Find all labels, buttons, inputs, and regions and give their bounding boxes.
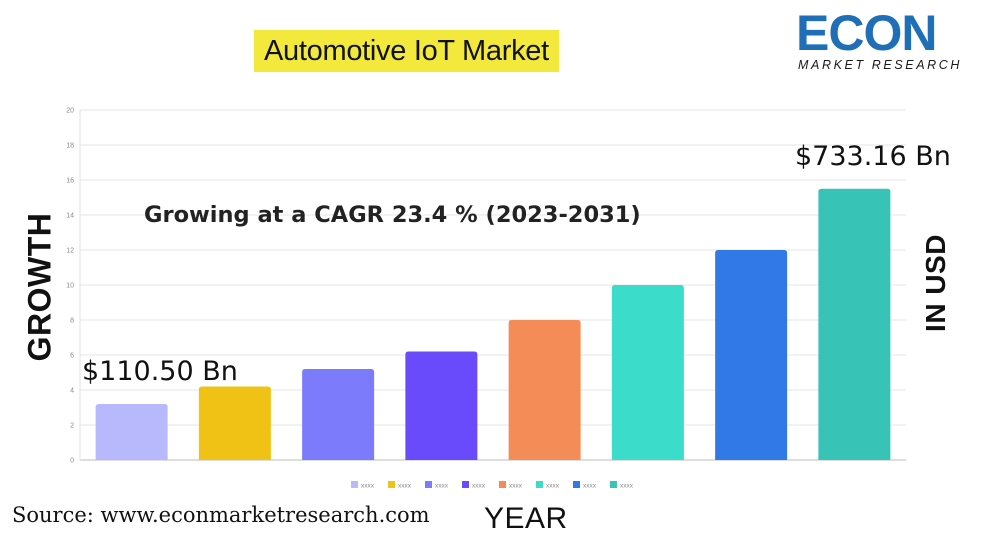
y-tick-label: 12 [66,248,74,255]
bar [508,320,581,460]
start-value-annotation: $110.50 Bn [82,356,238,387]
y-tick-label: 8 [70,318,74,325]
legend-label: xxxx [472,483,486,490]
y-tick-label: 0 [70,458,74,465]
chart-title: Automotive IoT Market [264,34,549,67]
legend-swatch [499,481,506,488]
legend-swatch [573,481,580,488]
y-tick-label: 2 [70,423,74,430]
bar [715,250,788,460]
title-highlight: Automotive IoT Market [254,30,559,72]
year-axis-label: YEAR [484,502,568,535]
y-tick-label: 18 [66,143,74,150]
legend-swatch [462,481,469,488]
y-tick-label: 6 [70,353,74,360]
legend-label: xxxx [361,483,375,490]
cagr-annotation: Growing at a CAGR 23.4 % (2023-2031) [144,202,641,228]
logo-main-text: ECON [796,5,937,61]
legend-swatch [388,481,395,488]
legend-label: xxxx [398,483,412,490]
legend-swatch [610,481,617,488]
legend-label: xxxx [620,483,634,490]
bar [302,369,375,460]
y-tick-label: 16 [66,178,74,185]
bar [818,188,891,460]
legend: xxxx xxxx xxxx xxxx xxxx xxxx xxxx xxxx [351,481,634,490]
legend-label: xxxx [435,483,449,490]
bars [95,188,891,460]
legend-label: xxxx [509,483,523,490]
y-tick-labels: 0 2 4 6 8 10 12 14 16 18 20 [66,108,74,465]
y-tick-label: 10 [66,283,74,290]
econ-logo: ECON MARKET RESEARCH [796,6,976,76]
bar [95,404,168,460]
bar [611,285,684,460]
legend-swatch [351,481,358,488]
bar [405,351,478,460]
end-value-annotation: $733.16 Bn [795,141,951,172]
y-tick-label: 4 [70,388,74,395]
source-text: Source: www.econmarketresearch.com [12,503,430,527]
y-tick-label: 20 [66,108,74,115]
legend-swatch [425,481,432,488]
legend-swatch [536,481,543,488]
y-tick-label: 14 [66,213,74,220]
bar [198,386,271,460]
logo-sub-text: MARKET RESEARCH [798,58,963,72]
legend-label: xxxx [583,483,597,490]
legend-label: xxxx [546,483,560,490]
